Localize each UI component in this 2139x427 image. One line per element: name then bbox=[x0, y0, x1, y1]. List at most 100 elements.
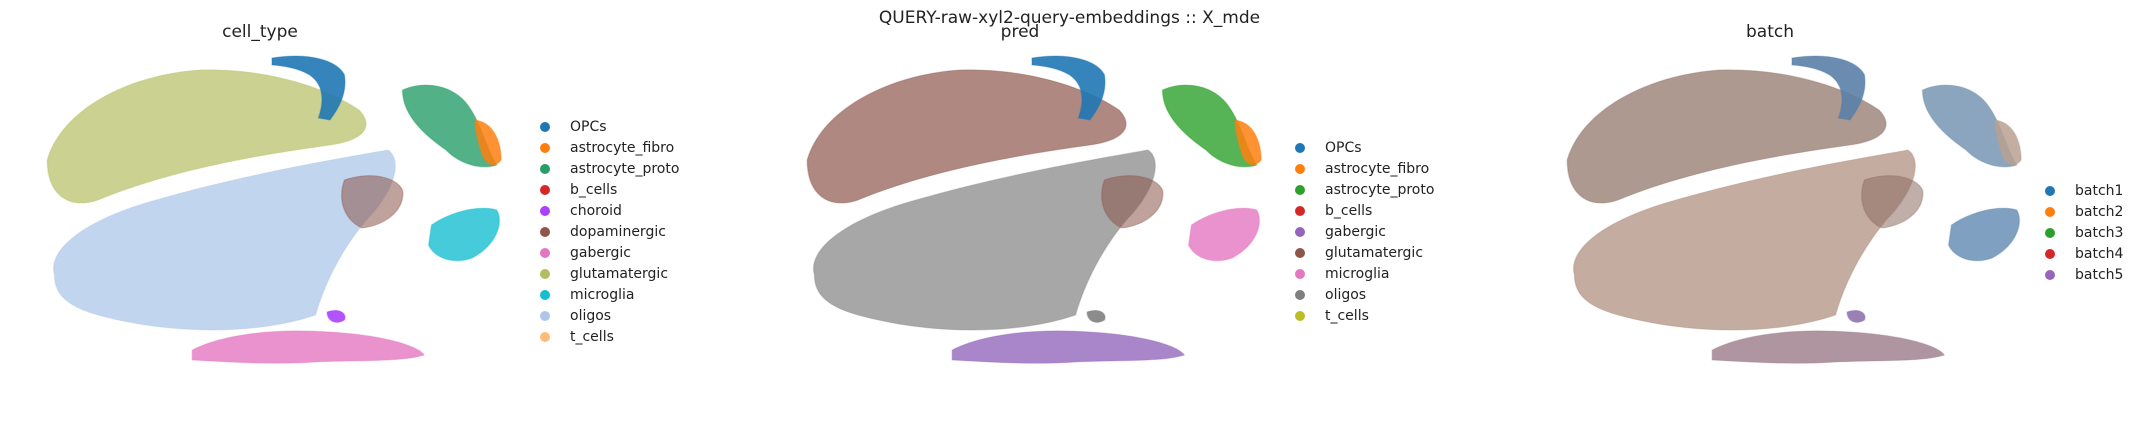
legend-item: b_cells bbox=[540, 179, 679, 200]
legend-item: astrocyte_proto bbox=[540, 158, 679, 179]
panel-cell-type: cell_type OPCs astrocyte_fibro astrocyte_p… bbox=[0, 0, 700, 427]
legend-marker bbox=[540, 205, 550, 216]
legend-marker bbox=[2045, 269, 2055, 280]
legend-label: microglia bbox=[570, 286, 635, 303]
cluster-bottom-fan bbox=[951, 330, 1186, 364]
cluster-bottom-fan bbox=[1711, 330, 1946, 364]
legend-label: t_cells bbox=[570, 328, 614, 345]
cluster-top-arc bbox=[1031, 55, 1106, 121]
cluster-right-lower bbox=[1187, 207, 1261, 262]
legend-label: OPCs bbox=[570, 118, 607, 135]
legend-item: choroid bbox=[540, 200, 679, 221]
cluster-right-upper bbox=[1161, 84, 1258, 168]
legend-item: astrocyte_fibro bbox=[1295, 158, 1434, 179]
legend-marker bbox=[1295, 226, 1305, 237]
legend-label: astrocyte_fibro bbox=[1325, 160, 1430, 177]
legend-label: b_cells bbox=[1325, 202, 1373, 219]
legend-item: t_cells bbox=[540, 326, 679, 347]
legend-marker bbox=[2045, 227, 2055, 238]
figure-suptitle: QUERY-raw-xyl2-query-embeddings :: X_mde bbox=[878, 8, 1261, 28]
legend-item: gabergic bbox=[540, 242, 679, 263]
legend-marker bbox=[1295, 184, 1305, 195]
legend-label: astrocyte_fibro bbox=[570, 139, 675, 156]
legend-item: batch1 bbox=[2045, 180, 2123, 201]
legend-marker bbox=[2045, 248, 2055, 259]
panel-title-cell-type: cell_type bbox=[222, 22, 298, 42]
legend-label: gabergic bbox=[570, 244, 631, 261]
cluster-small-lobe bbox=[326, 309, 346, 323]
legend-label: b_cells bbox=[570, 181, 618, 198]
legend-item: batch5 bbox=[2045, 264, 2123, 285]
legend-item: batch4 bbox=[2045, 243, 2123, 264]
legend-label: astrocyte_proto bbox=[1325, 181, 1435, 198]
legend-marker bbox=[1295, 163, 1305, 174]
legend-label: gabergic bbox=[1325, 223, 1386, 240]
legend-label: OPCs bbox=[1325, 139, 1362, 156]
legend-marker bbox=[540, 247, 550, 258]
cluster-right-edge bbox=[474, 119, 502, 166]
legend-label: batch3 bbox=[2075, 224, 2124, 241]
cluster-right-edge bbox=[1994, 119, 2022, 166]
cluster-right-lower bbox=[1947, 207, 2021, 262]
legend-item: t_cells bbox=[1295, 305, 1434, 326]
legend-item: microglia bbox=[540, 284, 679, 305]
legend-marker bbox=[1295, 268, 1305, 279]
panel-batch: batch batch1 batch2 batch3 batch4 batch5 bbox=[1520, 0, 2139, 427]
legend-item: astrocyte_fibro bbox=[540, 137, 679, 158]
legend-label: batch4 bbox=[2075, 245, 2124, 262]
legend-label: dopaminergic bbox=[570, 223, 666, 240]
legend-marker bbox=[1295, 247, 1305, 258]
legend-cell-type: OPCs astrocyte_fibro astrocyte_proto b_cell… bbox=[540, 116, 679, 347]
legend-marker bbox=[540, 289, 550, 300]
cluster-right-upper bbox=[1921, 84, 2018, 168]
legend-item: b_cells bbox=[1295, 200, 1434, 221]
cluster-middle-patch bbox=[341, 175, 404, 229]
legend-marker bbox=[540, 142, 550, 153]
legend-item: oligos bbox=[540, 305, 679, 326]
cluster-top-arc bbox=[1791, 55, 1866, 121]
embedding-plot-batch bbox=[1566, 55, 2022, 364]
cluster-bottom-fan bbox=[191, 330, 426, 364]
legend-marker bbox=[540, 268, 550, 279]
embedding-plot-cell-type bbox=[46, 55, 502, 364]
legend-item: batch3 bbox=[2045, 222, 2123, 243]
legend-item: dopaminergic bbox=[540, 221, 679, 242]
cluster-left-fan bbox=[806, 69, 1127, 204]
legend-marker bbox=[540, 163, 550, 174]
legend-batch: batch1 batch2 batch3 batch4 batch5 bbox=[2045, 180, 2123, 285]
legend-marker bbox=[540, 226, 550, 237]
legend-pred: OPCs astrocyte_fibro astrocyte_proto b_cell… bbox=[1295, 137, 1434, 326]
legend-item: microglia bbox=[1295, 263, 1434, 284]
legend-marker bbox=[2045, 185, 2055, 196]
cluster-left-fan bbox=[1566, 69, 1887, 204]
embedding-plot-pred bbox=[806, 55, 1262, 364]
cluster-left-fan bbox=[46, 69, 367, 204]
legend-item: astrocyte_proto bbox=[1295, 179, 1434, 200]
legend-marker bbox=[1295, 310, 1305, 321]
legend-item: OPCs bbox=[540, 116, 679, 137]
cluster-right-edge bbox=[1234, 119, 1262, 166]
panel-pred: pred OPCs astrocyte_fibro astrocyte_proto b… bbox=[760, 0, 1460, 427]
legend-marker bbox=[540, 121, 550, 132]
cluster-middle-patch bbox=[1861, 175, 1924, 229]
legend-item: OPCs bbox=[1295, 137, 1434, 158]
legend-marker bbox=[540, 310, 550, 321]
legend-marker bbox=[540, 331, 550, 342]
cluster-small-lobe bbox=[1086, 309, 1106, 323]
legend-item: oligos bbox=[1295, 284, 1434, 305]
cluster-top-arc bbox=[271, 55, 346, 121]
legend-label: microglia bbox=[1325, 265, 1390, 282]
legend-label: batch2 bbox=[2075, 203, 2124, 220]
legend-label: oligos bbox=[570, 307, 612, 324]
legend-label: glutamatergic bbox=[570, 265, 669, 282]
legend-marker bbox=[1295, 142, 1305, 153]
legend-marker bbox=[540, 184, 550, 195]
legend-item: batch2 bbox=[2045, 201, 2123, 222]
legend-marker bbox=[1295, 205, 1305, 216]
cluster-right-upper bbox=[401, 84, 498, 168]
legend-label: batch5 bbox=[2075, 266, 2124, 283]
legend-label: choroid bbox=[570, 202, 622, 219]
cluster-middle-patch bbox=[1101, 175, 1164, 229]
legend-label: oligos bbox=[1325, 286, 1367, 303]
legend-item: glutamatergic bbox=[1295, 242, 1434, 263]
